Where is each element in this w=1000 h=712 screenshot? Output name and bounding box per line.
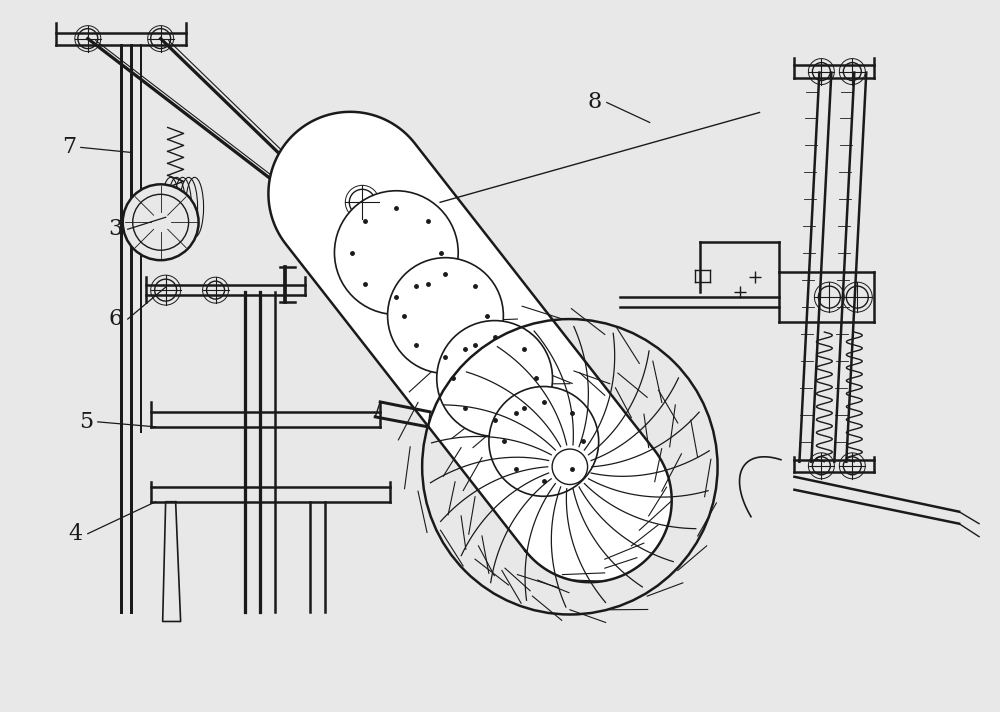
Text: 5: 5: [79, 411, 93, 433]
Polygon shape: [268, 112, 672, 582]
Text: 3: 3: [109, 219, 123, 240]
Text: 7: 7: [62, 137, 76, 158]
Circle shape: [437, 320, 553, 436]
Text: 4: 4: [69, 523, 83, 545]
Circle shape: [388, 258, 503, 374]
Circle shape: [334, 191, 458, 315]
Circle shape: [123, 184, 199, 260]
Text: 6: 6: [109, 308, 123, 330]
Text: 8: 8: [588, 92, 602, 113]
Circle shape: [489, 387, 599, 496]
